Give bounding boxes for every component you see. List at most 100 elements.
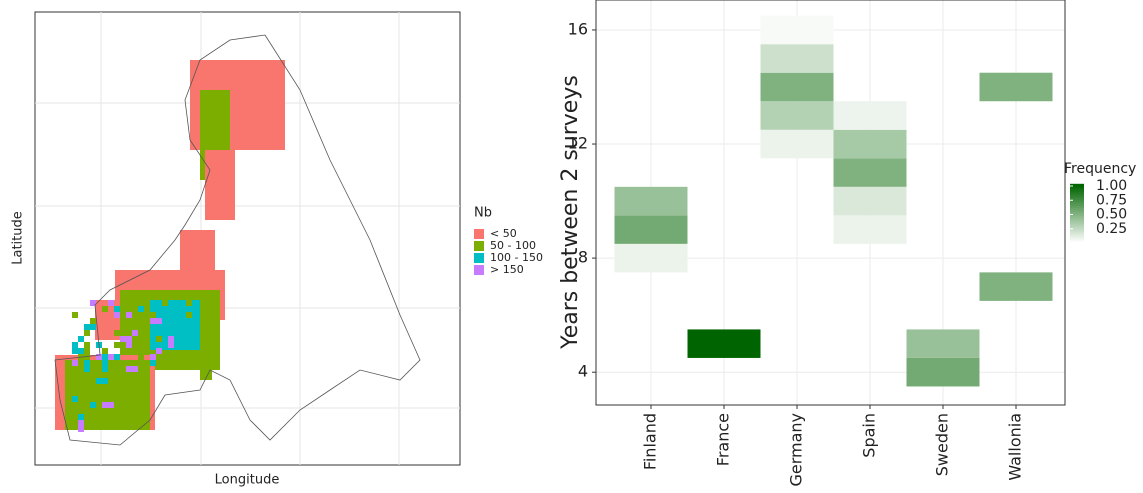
heat-tile — [979, 272, 1053, 301]
map-cell — [156, 336, 162, 342]
map-cell — [132, 330, 138, 336]
legend-title: Frequency — [1064, 161, 1136, 177]
map-cell — [114, 306, 120, 312]
map-cell — [126, 342, 132, 348]
heat-tile — [614, 243, 688, 273]
colorbar-step — [1070, 197, 1084, 201]
map-cell — [120, 306, 126, 312]
map-cell — [144, 366, 150, 372]
colorbar-step — [1070, 215, 1084, 218]
map-cell — [72, 342, 78, 348]
colorbar-step — [1070, 185, 1084, 189]
map-cell — [72, 360, 78, 366]
map-cell — [78, 360, 84, 366]
colorbar-label: 0.25 — [1096, 221, 1127, 237]
map-cell — [132, 312, 138, 318]
heat-tile — [833, 215, 907, 244]
colorbar-step — [1070, 205, 1084, 209]
map-cell — [96, 354, 102, 360]
colorbar-step — [1070, 189, 1084, 193]
map-cell — [162, 300, 168, 306]
map-cell — [78, 414, 84, 420]
map-cell — [72, 348, 78, 354]
map-cell — [102, 408, 108, 414]
map-cell — [126, 312, 132, 318]
map-cell — [90, 324, 96, 330]
heat-tile — [760, 44, 834, 73]
legend-swatch — [474, 241, 484, 251]
colorbar-step — [1070, 187, 1084, 191]
map-cell — [120, 336, 126, 342]
colorbar-step — [1070, 193, 1084, 197]
heat-tile — [687, 329, 761, 358]
y-tick-label: 16 — [568, 19, 588, 38]
colorbar-label: 1.00 — [1096, 178, 1127, 194]
legend-swatch — [474, 229, 484, 239]
colorbar-step — [1070, 238, 1084, 242]
y-tick-label: 12 — [568, 134, 588, 153]
map-cell — [132, 360, 138, 366]
map-cell — [144, 360, 150, 366]
colorbar-step — [1070, 225, 1084, 228]
legend-title: Nb — [474, 206, 492, 221]
map-cell — [114, 354, 120, 360]
colorbar-step — [1070, 217, 1084, 220]
colorbar-step — [1070, 229, 1084, 232]
map-cell — [108, 378, 114, 384]
map-cell — [102, 396, 108, 402]
colorbar-step — [1070, 221, 1084, 224]
x-tick-label: Germany — [787, 413, 806, 487]
colorbar-step — [1070, 213, 1084, 216]
map-cell — [102, 306, 108, 312]
map-cell — [138, 354, 144, 360]
country-outline — [54, 34, 421, 446]
legend-label: < 50 — [490, 227, 517, 240]
heat-tile — [760, 72, 834, 102]
x-tick-label: Finland — [641, 413, 660, 470]
y-tick-label: 8 — [578, 248, 588, 267]
heat-tile — [906, 329, 980, 358]
heat-tile — [833, 186, 907, 216]
heat-tile — [760, 129, 834, 159]
map-cell — [186, 300, 192, 306]
map-cell — [102, 366, 108, 372]
map-cell — [186, 312, 192, 318]
colorbar-step — [1070, 191, 1084, 195]
legend-label: 50 - 100 — [490, 239, 536, 252]
colorbar-step — [1070, 211, 1084, 214]
heat-tile — [979, 72, 1053, 102]
map-cell — [150, 318, 156, 324]
map-cell — [156, 312, 162, 318]
colorbar-step — [1070, 203, 1084, 207]
map-cell — [108, 300, 114, 306]
map-cell — [72, 396, 78, 402]
colorbar-step — [1070, 207, 1084, 210]
y-axis-label: Latitude — [11, 211, 26, 265]
x-tick-label: Wallonia — [1006, 413, 1025, 481]
map-cell — [150, 354, 156, 360]
map-cell — [78, 336, 84, 342]
map-cells — [55, 60, 285, 432]
heat-tile — [906, 357, 980, 387]
map-cell — [96, 384, 102, 390]
colorbar-step — [1070, 201, 1084, 205]
map-cell — [84, 348, 90, 354]
map-cell — [102, 360, 108, 366]
map-cell — [84, 354, 90, 360]
map-cell — [84, 360, 90, 366]
map-cell — [90, 318, 96, 324]
colorbar-step — [1070, 234, 1084, 238]
map-cell — [102, 390, 108, 396]
heat-tile — [833, 101, 907, 130]
colorbar-step — [1070, 232, 1084, 236]
colorbar-step — [1070, 219, 1084, 222]
heat-tile — [833, 129, 907, 159]
map-cell — [102, 354, 108, 360]
colorbar-step — [1070, 183, 1084, 187]
map-cell — [132, 342, 138, 348]
map-cell — [90, 402, 96, 408]
map-cell — [156, 348, 162, 354]
map-cell — [78, 348, 84, 354]
colorbar-step — [1070, 223, 1084, 226]
